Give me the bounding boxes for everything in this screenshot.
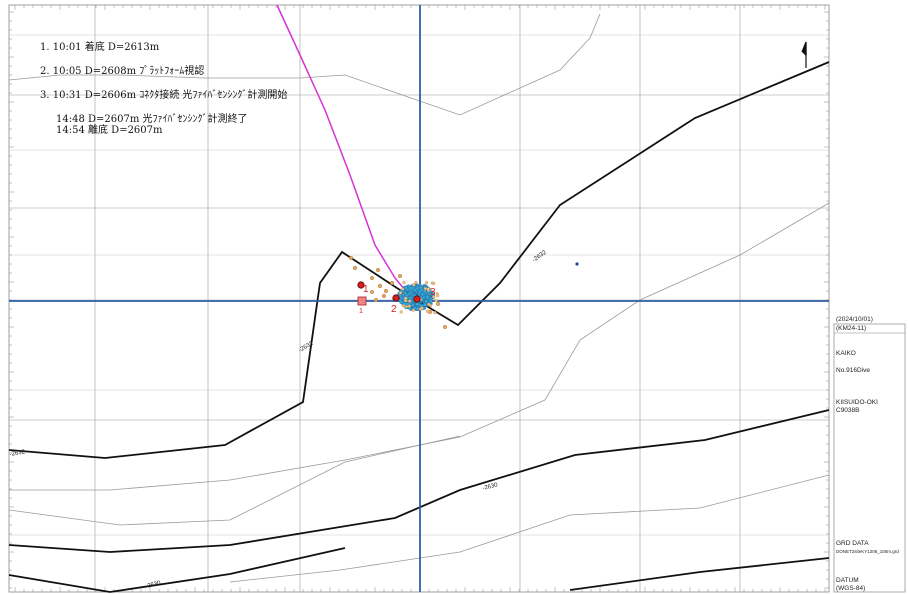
navigation-fix-point [436,294,440,298]
dive-log-entry-1: 1. 10:01 着底 D=2613m [40,42,160,53]
position-fix-point [415,302,420,307]
minor-contour-bottom [229,474,830,583]
info-site: KIISUIDO-OKI [836,399,878,406]
position-fix-point [403,285,408,290]
navigation-fix-point [424,281,429,285]
navigation-fix-point [370,290,375,295]
position-fix-point [415,306,420,311]
vehicle-track [276,4,406,291]
major-contour-2632-a [8,61,830,459]
navigation-fix-point [407,304,411,308]
minor-contour-mid-right [9,202,830,491]
info-date: (2024/10/01) [836,316,873,323]
info-dive: No.916Dive [836,367,870,374]
position-fix-point [411,303,415,308]
event-marker-3 [413,295,421,303]
grid-lines [9,5,829,592]
navigation-fix-point [426,287,430,291]
navigation-fix-point [378,284,383,289]
dive-log-entry-4: 14:48 D=2607m 光ﾌｧｲﾊﾞｾﾝｼﾝｸﾞ計測終了 [56,114,248,125]
major-contour-2630-b [569,557,830,591]
event-marker-1 [357,281,365,289]
dive-log-entry-3: 3. 10:31 D=2606m ｺﾈｸﾀ接続 光ﾌｧｲﾊﾞｾﾝｼﾝｸﾞ計測開始 [40,90,288,101]
map-frame [8,4,830,593]
navigation-fix-point [390,281,395,286]
event-label-3: 3 [430,287,436,298]
navigation-fix-point [370,276,375,281]
navigation-fix-point [376,268,381,273]
navigation-fix-point [398,291,402,295]
position-fix-point [415,286,420,291]
minor-contours [8,13,830,583]
landing-square-marker [357,296,367,306]
info-grd-label: GRD DATA [836,540,869,547]
position-fix-point [429,291,433,296]
info-panel-box [833,323,906,593]
navigation-fix-point [443,325,448,330]
isolated-point [575,262,579,266]
major-contour-2630-c [8,547,346,593]
position-fix-point [423,302,427,307]
navigation-fix-point [433,311,437,315]
event-label-1: 1 [363,284,369,295]
major-contour-2630-a [8,409,830,553]
frame-ticks [9,5,829,592]
info-station: C9038B [836,407,860,414]
info-grd-file: DONET2siteKY1206_100m.grd [836,549,899,554]
position-fix-point [425,295,430,300]
navigation-fixes [349,256,448,330]
navigation-fix-point [423,287,427,291]
info-datum-label: DATUM [836,577,859,584]
navigation-fix-point [384,289,389,294]
position-fix-point [419,285,423,290]
info-cruise: (KM24-11) [836,325,867,332]
navigation-fix-point [425,309,429,313]
info-vehicle: KAIKO [836,350,856,357]
navigation-fix-point [401,304,406,308]
navigation-fix-point [349,256,354,261]
navigation-fix-point [398,274,403,279]
navigation-fix-point [399,310,403,314]
navigation-fix-point [411,308,415,312]
contour-label: -2630 [145,580,162,590]
position-fix-point [408,296,413,300]
major-contours [8,61,830,593]
minor-contour-top [8,13,601,116]
contour-label: -2632 [532,249,548,263]
navigation-fix-point [432,295,436,299]
navigation-fix-point [434,299,438,303]
navigation-fix-point [408,299,412,303]
navigation-fix-point [374,298,379,303]
navigation-fix-point [412,283,416,287]
navigation-fix-point [414,280,418,284]
navigation-fix-point [401,287,405,291]
position-fix-point [404,293,409,297]
navigation-fix-point [429,304,433,308]
position-fix-point [424,299,429,304]
north-arrow-icon [801,41,807,68]
navigation-fix-point [420,306,424,310]
square-label-1: 1 [359,308,363,315]
navigation-fix-point [404,305,409,309]
contour-label: -2632 [9,449,26,458]
minor-contour-lower [8,435,461,526]
position-fix-point [428,299,433,304]
navigation-fix-point [436,302,441,307]
navigation-fix-point [382,294,387,299]
info-datum-value: (WGS-84) [836,585,866,592]
navigation-fix-point [430,281,434,285]
navigation-fix-point [404,299,408,303]
dive-log-entry-2: 2. 10:05 D=2608m ﾌﾟﾗｯﾄﾌｫｰﾑ視認 [40,66,205,77]
position-fix-point [408,286,413,291]
dive-log-entry-5: 14:54 離底 D=2607m [56,125,163,136]
event-label-2: 2 [391,304,397,315]
navigation-fix-point [402,280,406,285]
navigation-fix-point [353,266,358,271]
contour-label: -2630 [482,482,499,492]
position-fix-point [420,292,425,297]
event-marker-2 [392,294,400,302]
